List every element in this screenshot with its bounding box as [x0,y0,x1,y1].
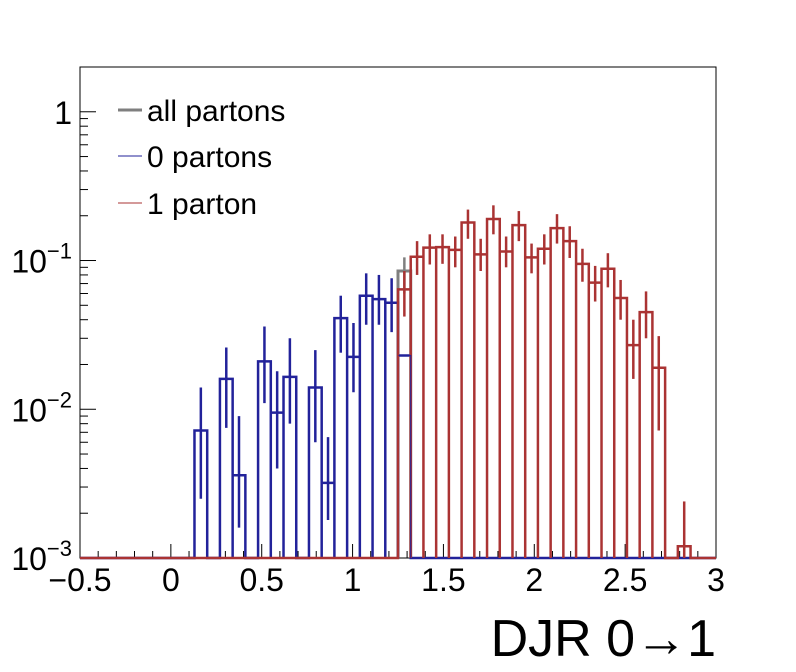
y-tick-label: 10−2 [11,387,72,428]
y-tick-label: 1 [54,95,72,131]
x-tick-label: 0.5 [239,562,283,598]
y-tick-label: 10−3 [11,536,72,577]
x-tick-label: 1.5 [421,562,465,598]
histogram-bin-0-partons-thin [397,354,412,558]
histogram-series [80,217,716,560]
x-axis-ticks: −0.5 0 0.5 1 1.5 2 2.5 3 [48,544,725,598]
legend-label-all-partons: all partons [147,95,285,128]
y-tick-label: 10−1 [11,239,72,280]
legend-label-1-parton: 1 parton [147,188,257,221]
error-bars [199,205,686,558]
legend-label-0-partons: 0 partons [147,141,272,174]
x-tick-label: 0 [162,562,180,598]
x-tick-label: 2.5 [603,562,647,598]
y-axis-ticks: 1 10−1 10−2 10−3 [11,66,96,577]
x-tick-label: 2 [525,562,543,598]
x-tick-label: −0.5 [48,562,111,598]
x-tick-label: 3 [707,562,725,598]
x-axis-title: DJR 0→1 [491,610,716,668]
x-tick-label: 1 [344,562,362,598]
legend: all partons 0 partons 1 parton [118,95,285,221]
